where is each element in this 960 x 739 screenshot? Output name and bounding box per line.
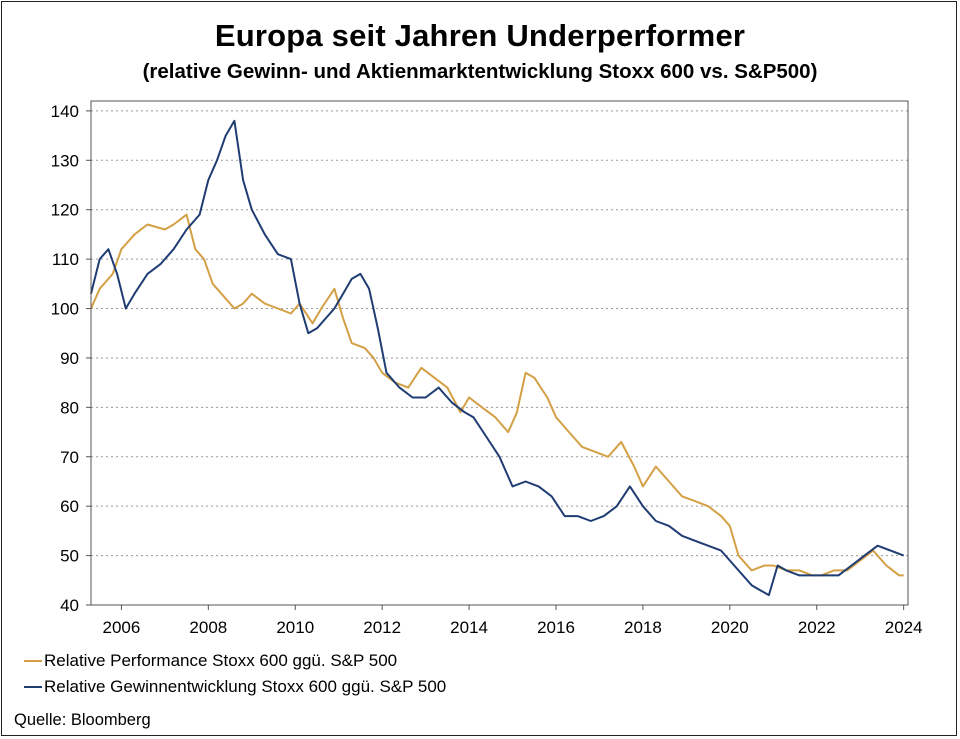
grid-lines xyxy=(91,110,908,606)
legend-label-earnings: Relative Gewinnentwicklung Stoxx 600 ggü… xyxy=(44,677,447,696)
chart-title: Europa seit Jahren Underperformer xyxy=(214,18,746,53)
y-tick-label: 80 xyxy=(60,398,79,417)
source-note: Quelle: Bloomberg xyxy=(14,711,151,729)
x-axis-tick-labels: 2006 2008 2010 2012 2014 2016 2018 2020 2022 2024 xyxy=(103,605,923,637)
y-tick-label: 120 xyxy=(51,201,79,220)
x-tick-label: 2012 xyxy=(363,618,401,637)
x-tick-label: 2014 xyxy=(450,618,488,637)
series-line-performance xyxy=(90,213,904,577)
y-axis-tick-labels: 40 50 60 70 80 90 100 110 120 130 140 xyxy=(51,102,91,615)
y-tick-label: 40 xyxy=(60,596,79,615)
y-tick-label: 100 xyxy=(51,300,79,319)
legend-swatch-earnings xyxy=(24,685,42,688)
y-tick-label: 50 xyxy=(60,547,79,566)
legend-item-performance: Relative Performance Stoxx 600 ggü. S&P … xyxy=(24,651,397,671)
x-tick-label: 2024 xyxy=(885,618,923,637)
series-line-earnings xyxy=(90,119,905,597)
series-lines xyxy=(90,119,905,597)
x-tick-label: 2008 xyxy=(189,618,227,637)
y-tick-label: 110 xyxy=(52,250,79,269)
legend-item-earnings: Relative Gewinnentwicklung Stoxx 600 ggü… xyxy=(24,677,446,697)
y-tick-label: 130 xyxy=(51,151,79,170)
chart-subtitle: (relative Gewinn- und Aktienmarktentwick… xyxy=(142,60,818,83)
y-tick-label: 140 xyxy=(51,102,79,121)
legend-label-performance: Relative Performance Stoxx 600 ggü. S&P … xyxy=(44,651,398,670)
y-tick-label: 60 xyxy=(60,497,79,516)
x-tick-label: 2016 xyxy=(537,618,575,637)
plot-area xyxy=(90,100,909,606)
x-tick-label: 2018 xyxy=(624,618,662,637)
x-tick-label: 2022 xyxy=(798,618,836,637)
y-tick-label: 70 xyxy=(60,448,79,467)
legend-swatch-performance xyxy=(24,659,42,662)
x-tick-label: 2020 xyxy=(711,618,749,637)
x-tick-label: 2006 xyxy=(103,618,141,637)
x-tick-label: 2010 xyxy=(276,618,314,637)
y-tick-label: 90 xyxy=(60,349,79,368)
